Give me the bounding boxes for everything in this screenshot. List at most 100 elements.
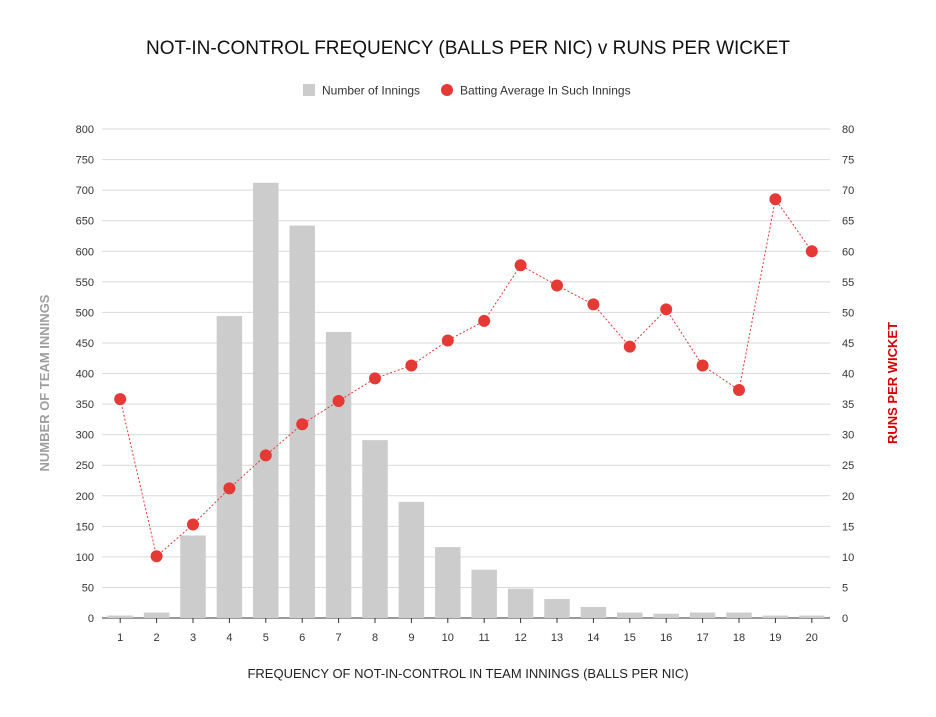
x-tick-label: 4 bbox=[226, 632, 232, 644]
y-right-tick-label: 80 bbox=[842, 124, 854, 136]
line-point bbox=[696, 359, 709, 372]
y-right-tick-label: 75 bbox=[842, 155, 854, 167]
line-point bbox=[805, 245, 818, 258]
line-point bbox=[114, 393, 127, 406]
bar bbox=[362, 440, 388, 618]
bar bbox=[143, 612, 170, 618]
gridlines bbox=[102, 128, 830, 619]
x-axis-title: FREQUENCY OF NOT-IN-CONTROL IN TEAM INNI… bbox=[247, 666, 688, 681]
x-tick-label: 20 bbox=[806, 632, 818, 644]
x-tick-label: 18 bbox=[733, 632, 745, 644]
line-point bbox=[587, 298, 600, 311]
y-left-tick-label: 200 bbox=[76, 491, 94, 503]
y-right-tick-label: 65 bbox=[842, 216, 854, 228]
x-tick-label: 6 bbox=[299, 632, 305, 644]
x-tick-label: 1 bbox=[117, 632, 123, 644]
bar bbox=[580, 606, 607, 618]
y-right-tick-label: 15 bbox=[842, 521, 854, 533]
line-series bbox=[114, 193, 818, 563]
bar bbox=[726, 612, 752, 618]
legend-swatch-bars bbox=[303, 84, 315, 96]
bar bbox=[653, 613, 679, 618]
bar bbox=[471, 569, 497, 618]
x-tick-label: 9 bbox=[408, 632, 414, 644]
line-point bbox=[660, 303, 673, 316]
legend: Number of Innings Batting Average In Suc… bbox=[303, 84, 631, 98]
y-left-tick-label: 250 bbox=[76, 460, 94, 472]
y-left-tick-label: 800 bbox=[76, 124, 94, 136]
y-right-tick-label: 55 bbox=[842, 277, 854, 289]
y-left-tick-label: 600 bbox=[76, 246, 94, 258]
line-point bbox=[441, 334, 454, 347]
x-tick-label: 13 bbox=[551, 632, 563, 644]
y-left-tick-label: 50 bbox=[82, 582, 94, 594]
y-left-tick-label: 300 bbox=[76, 430, 94, 442]
y-right-tick-label: 10 bbox=[842, 552, 854, 564]
x-tick-label: 15 bbox=[624, 632, 636, 644]
bar bbox=[253, 182, 279, 619]
line-point bbox=[259, 449, 272, 462]
y-right-tick-label: 50 bbox=[842, 307, 854, 319]
line-point bbox=[296, 418, 309, 431]
y-right-tick-label: 45 bbox=[842, 338, 854, 350]
line-point bbox=[369, 372, 381, 385]
x-tick-label: 2 bbox=[154, 632, 160, 644]
x-tick-label: 5 bbox=[263, 632, 269, 644]
y-right-tick-label: 40 bbox=[842, 369, 854, 381]
y-axis-left-ticks: 0 50 100 150 200 250 300 350 400 450 500 550 600 650 7… bbox=[76, 124, 94, 625]
y-right-tick-label: 70 bbox=[842, 185, 854, 197]
bar bbox=[617, 612, 643, 618]
y-axis-left-title: NUMBER OF TEAM INNINGS bbox=[37, 294, 52, 471]
bar-series bbox=[107, 182, 825, 619]
bar bbox=[435, 547, 461, 618]
y-right-tick-label: 30 bbox=[842, 430, 854, 442]
bar bbox=[216, 316, 243, 618]
line-point bbox=[514, 259, 527, 272]
line-point bbox=[478, 314, 491, 327]
y-left-tick-label: 700 bbox=[76, 185, 94, 197]
line-point bbox=[332, 395, 345, 408]
line-path bbox=[119, 198, 813, 558]
x-tick-label: 11 bbox=[478, 632, 489, 644]
line-point bbox=[405, 359, 418, 372]
x-tick-label: 7 bbox=[336, 632, 342, 644]
bar bbox=[180, 535, 206, 618]
y-right-tick-label: 20 bbox=[842, 491, 854, 503]
y-left-tick-label: 150 bbox=[76, 521, 94, 533]
bar bbox=[689, 612, 716, 618]
y-left-tick-label: 100 bbox=[76, 552, 94, 564]
y-left-tick-label: 0 bbox=[88, 613, 94, 625]
y-right-tick-label: 60 bbox=[842, 246, 854, 258]
legend-label-line: Batting Average In Such Innings bbox=[460, 84, 631, 98]
x-axis-ticks: 1 2 3 4 5 6 7 8 9 10 11 12 13 14 15 16 17 18 19 20 bbox=[117, 618, 818, 644]
y-left-tick-label: 450 bbox=[76, 338, 94, 350]
bar bbox=[762, 615, 789, 618]
y-left-tick-label: 550 bbox=[76, 277, 94, 289]
line-point bbox=[187, 518, 199, 531]
x-tick-label: 14 bbox=[587, 632, 599, 644]
line-point bbox=[551, 279, 563, 292]
x-tick-label: 17 bbox=[696, 632, 708, 644]
bar bbox=[398, 501, 425, 618]
line-point bbox=[623, 340, 636, 353]
y-right-tick-label: 0 bbox=[842, 613, 848, 625]
x-tick-label: 16 bbox=[660, 632, 672, 644]
y-left-tick-label: 350 bbox=[76, 399, 94, 411]
y-right-tick-label: 35 bbox=[842, 399, 854, 411]
y-left-tick-label: 650 bbox=[76, 216, 94, 228]
x-tick-label: 8 bbox=[372, 632, 378, 644]
y-left-tick-label: 500 bbox=[76, 307, 94, 319]
legend-swatch-line bbox=[441, 84, 453, 96]
y-left-tick-label: 400 bbox=[76, 369, 94, 381]
bar bbox=[507, 588, 534, 618]
line-point bbox=[733, 384, 745, 397]
y-right-tick-label: 25 bbox=[842, 460, 854, 472]
line-point bbox=[223, 482, 236, 495]
x-tick-label: 12 bbox=[514, 632, 526, 644]
y-axis-right-ticks: 0 5 10 15 20 25 30 35 40 45 50 55 60 65 70 75 80 bbox=[842, 124, 854, 625]
line-point bbox=[150, 550, 163, 563]
y-left-tick-label: 750 bbox=[76, 155, 94, 167]
line-point bbox=[769, 193, 782, 206]
x-tick-label: 19 bbox=[769, 632, 781, 644]
